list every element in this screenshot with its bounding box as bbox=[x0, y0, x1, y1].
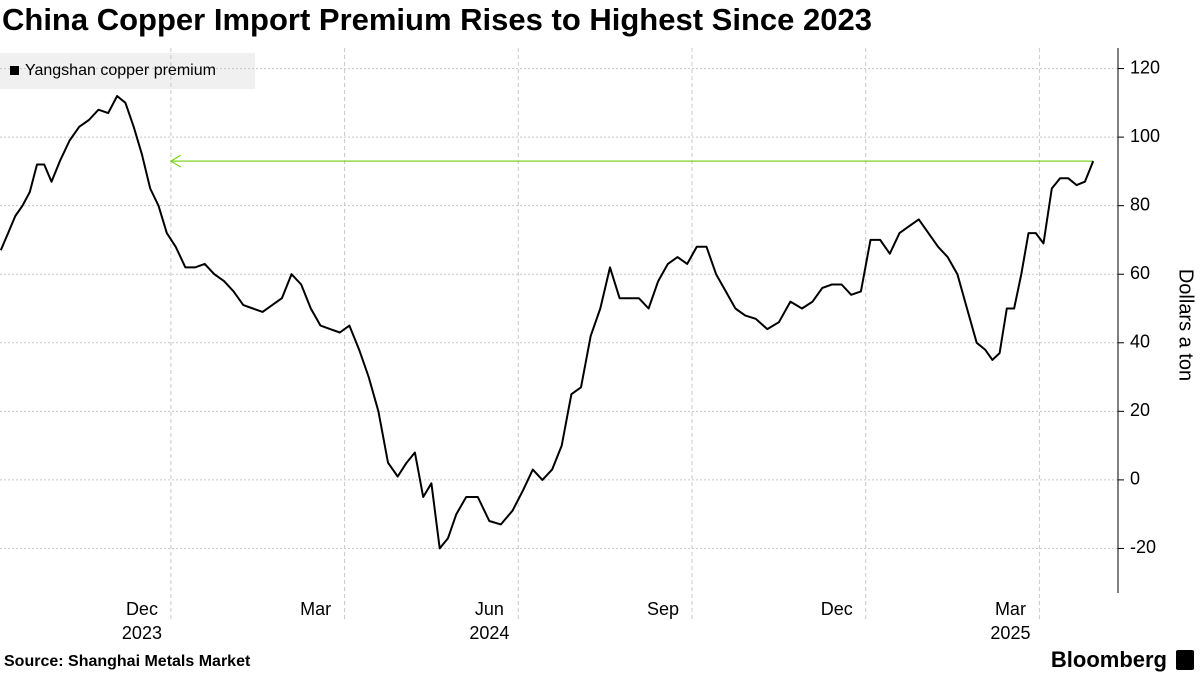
y-tick-label: -20 bbox=[1130, 537, 1156, 557]
y-tick-label: 80 bbox=[1130, 194, 1150, 214]
y-tick-label: 20 bbox=[1130, 400, 1150, 420]
x-year-label: 2023 bbox=[122, 623, 162, 643]
x-year-label: 2024 bbox=[469, 623, 509, 643]
y-tick-label: 120 bbox=[1130, 57, 1160, 77]
x-tick-label: Mar bbox=[995, 599, 1026, 619]
source: Source: Shanghai Metals Market bbox=[4, 653, 251, 670]
y-axis-label: Dollars a ton bbox=[1175, 269, 1197, 381]
line-series bbox=[0, 95, 1095, 550]
y-tick-label: 60 bbox=[1130, 263, 1150, 283]
brand-icon bbox=[1176, 650, 1194, 670]
x-year-label: 2025 bbox=[990, 623, 1030, 643]
x-tick-label: Dec bbox=[126, 599, 158, 619]
brand: Bloomberg bbox=[1051, 647, 1167, 672]
legend-label: Yangshan copper premium bbox=[25, 62, 216, 79]
legend-box bbox=[0, 53, 255, 89]
y-tick-label: 100 bbox=[1130, 126, 1160, 146]
x-tick-label: Dec bbox=[821, 599, 853, 619]
y-tick-label: 0 bbox=[1130, 469, 1140, 489]
chart-title: China Copper Import Premium Rises to Hig… bbox=[2, 2, 872, 37]
reference-arrowhead bbox=[169, 154, 182, 168]
x-tick-label: Mar bbox=[300, 599, 331, 619]
legend-swatch bbox=[10, 66, 19, 75]
x-tick-label: Jun bbox=[475, 599, 504, 619]
x-tick-label: Sep bbox=[647, 599, 679, 619]
y-tick-label: 40 bbox=[1130, 332, 1150, 352]
